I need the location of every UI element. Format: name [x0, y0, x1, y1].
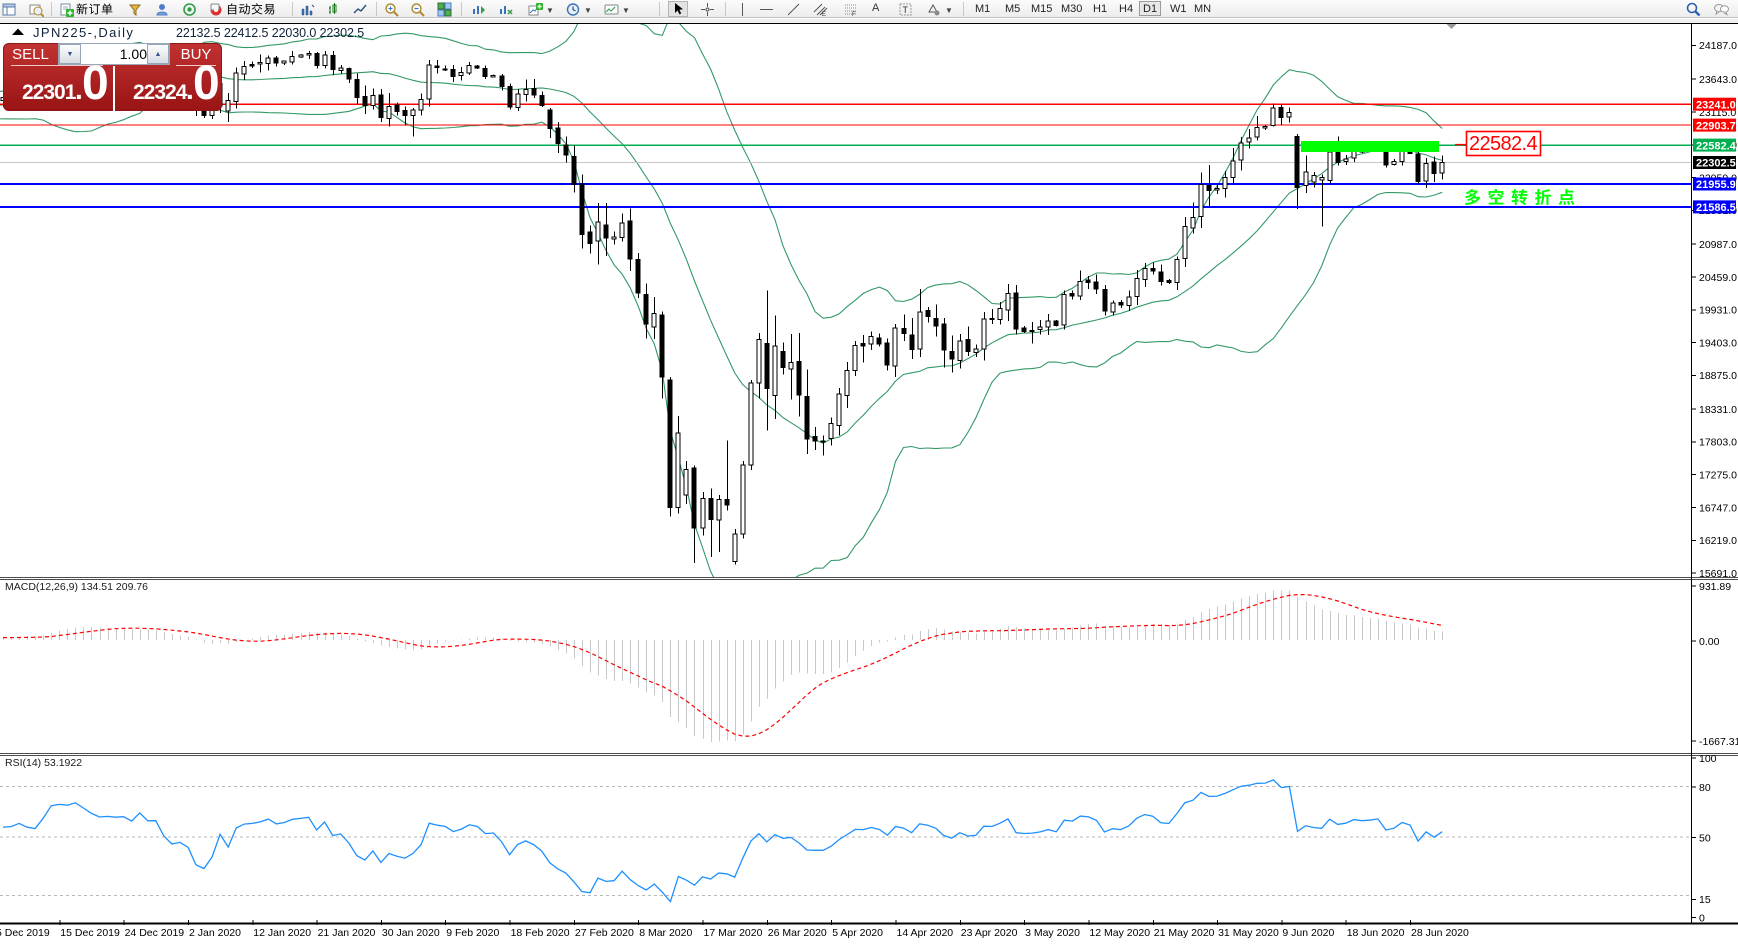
- svg-text:16747.0: 16747.0: [1699, 502, 1737, 514]
- svg-text:JPN225-,Daily: JPN225-,Daily: [33, 25, 134, 40]
- svg-text:21586.5: 21586.5: [1696, 202, 1736, 214]
- svg-text:F: F: [852, 12, 856, 17]
- svg-text:20987.0: 20987.0: [1699, 239, 1737, 251]
- svg-text:931.89: 931.89: [1699, 581, 1731, 593]
- svg-text:18 Jun 2020: 18 Jun 2020: [1347, 927, 1405, 939]
- svg-text:18875.0: 18875.0: [1699, 370, 1737, 382]
- svg-text:28 Jun 2020: 28 Jun 2020: [1411, 927, 1469, 939]
- svg-text:26 Mar 2020: 26 Mar 2020: [768, 927, 827, 939]
- svg-text:9 Feb 2020: 9 Feb 2020: [446, 927, 499, 939]
- svg-text:23643.0: 23643.0: [1699, 74, 1737, 86]
- svg-text:12 May 2020: 12 May 2020: [1089, 927, 1150, 939]
- svg-text:22132.5 22412.5 22030.0 22302.: 22132.5 22412.5 22030.0 22302.5: [176, 26, 364, 40]
- svg-text:27 Feb 2020: 27 Feb 2020: [575, 927, 634, 939]
- svg-text:15: 15: [1699, 894, 1711, 906]
- svg-text:17 Mar 2020: 17 Mar 2020: [704, 927, 763, 939]
- svg-text:T: T: [903, 5, 909, 15]
- svg-text:12 Jan 2020: 12 Jan 2020: [253, 927, 311, 939]
- svg-text:21 Jan 2020: 21 Jan 2020: [318, 927, 376, 939]
- svg-text:19403.0: 19403.0: [1699, 337, 1737, 349]
- svg-text:30 Jan 2020: 30 Jan 2020: [382, 927, 440, 939]
- svg-text:21 May 2020: 21 May 2020: [1154, 927, 1215, 939]
- svg-text:MACD(12,26,9) 134.51 209.76: MACD(12,26,9) 134.51 209.76: [5, 581, 148, 593]
- svg-text:22302.5: 22302.5: [1696, 158, 1736, 170]
- svg-text:50: 50: [1699, 832, 1711, 844]
- svg-text:15 Dec 2019: 15 Dec 2019: [60, 927, 120, 939]
- svg-text:24187.0: 24187.0: [1699, 40, 1737, 52]
- svg-text:RSI(14) 53.1922: RSI(14) 53.1922: [5, 757, 82, 769]
- svg-text:17803.0: 17803.0: [1699, 437, 1737, 449]
- svg-text:100: 100: [1699, 753, 1717, 765]
- svg-text:18331.0: 18331.0: [1699, 404, 1737, 416]
- svg-text:2 Jan 2020: 2 Jan 2020: [189, 927, 241, 939]
- svg-text:18 Feb 2020: 18 Feb 2020: [511, 927, 570, 939]
- svg-text:31 May 2020: 31 May 2020: [1218, 927, 1279, 939]
- svg-text:0.00: 0.00: [1699, 636, 1720, 648]
- svg-text:21955.9: 21955.9: [1696, 179, 1736, 191]
- svg-text:-1667.31: -1667.31: [1699, 736, 1738, 748]
- svg-text:80: 80: [1699, 782, 1711, 794]
- svg-text:3 May 2020: 3 May 2020: [1025, 927, 1080, 939]
- svg-text:22582.4: 22582.4: [1469, 133, 1538, 155]
- svg-text:0: 0: [1699, 912, 1705, 924]
- svg-text:E: E: [822, 12, 826, 17]
- svg-text:16219.0: 16219.0: [1699, 535, 1737, 547]
- svg-text:20459.0: 20459.0: [1699, 272, 1737, 284]
- svg-text:17275.0: 17275.0: [1699, 470, 1737, 482]
- svg-text:19931.0: 19931.0: [1699, 305, 1737, 317]
- svg-text:23 Apr 2020: 23 Apr 2020: [961, 927, 1018, 939]
- svg-text:5 Apr 2020: 5 Apr 2020: [832, 927, 883, 939]
- svg-text:15691.0: 15691.0: [1699, 568, 1737, 580]
- svg-text:22903.7: 22903.7: [1696, 120, 1736, 132]
- svg-text:5 Dec 2019: 5 Dec 2019: [0, 927, 50, 939]
- svg-text:24 Dec 2019: 24 Dec 2019: [125, 927, 185, 939]
- svg-text:9 Jun 2020: 9 Jun 2020: [1282, 927, 1334, 939]
- svg-text:22582.4: 22582.4: [1696, 140, 1737, 152]
- svg-text:23241.0: 23241.0: [1696, 99, 1736, 111]
- svg-text:14 Apr 2020: 14 Apr 2020: [897, 927, 954, 939]
- svg-text:8 Mar 2020: 8 Mar 2020: [639, 927, 692, 939]
